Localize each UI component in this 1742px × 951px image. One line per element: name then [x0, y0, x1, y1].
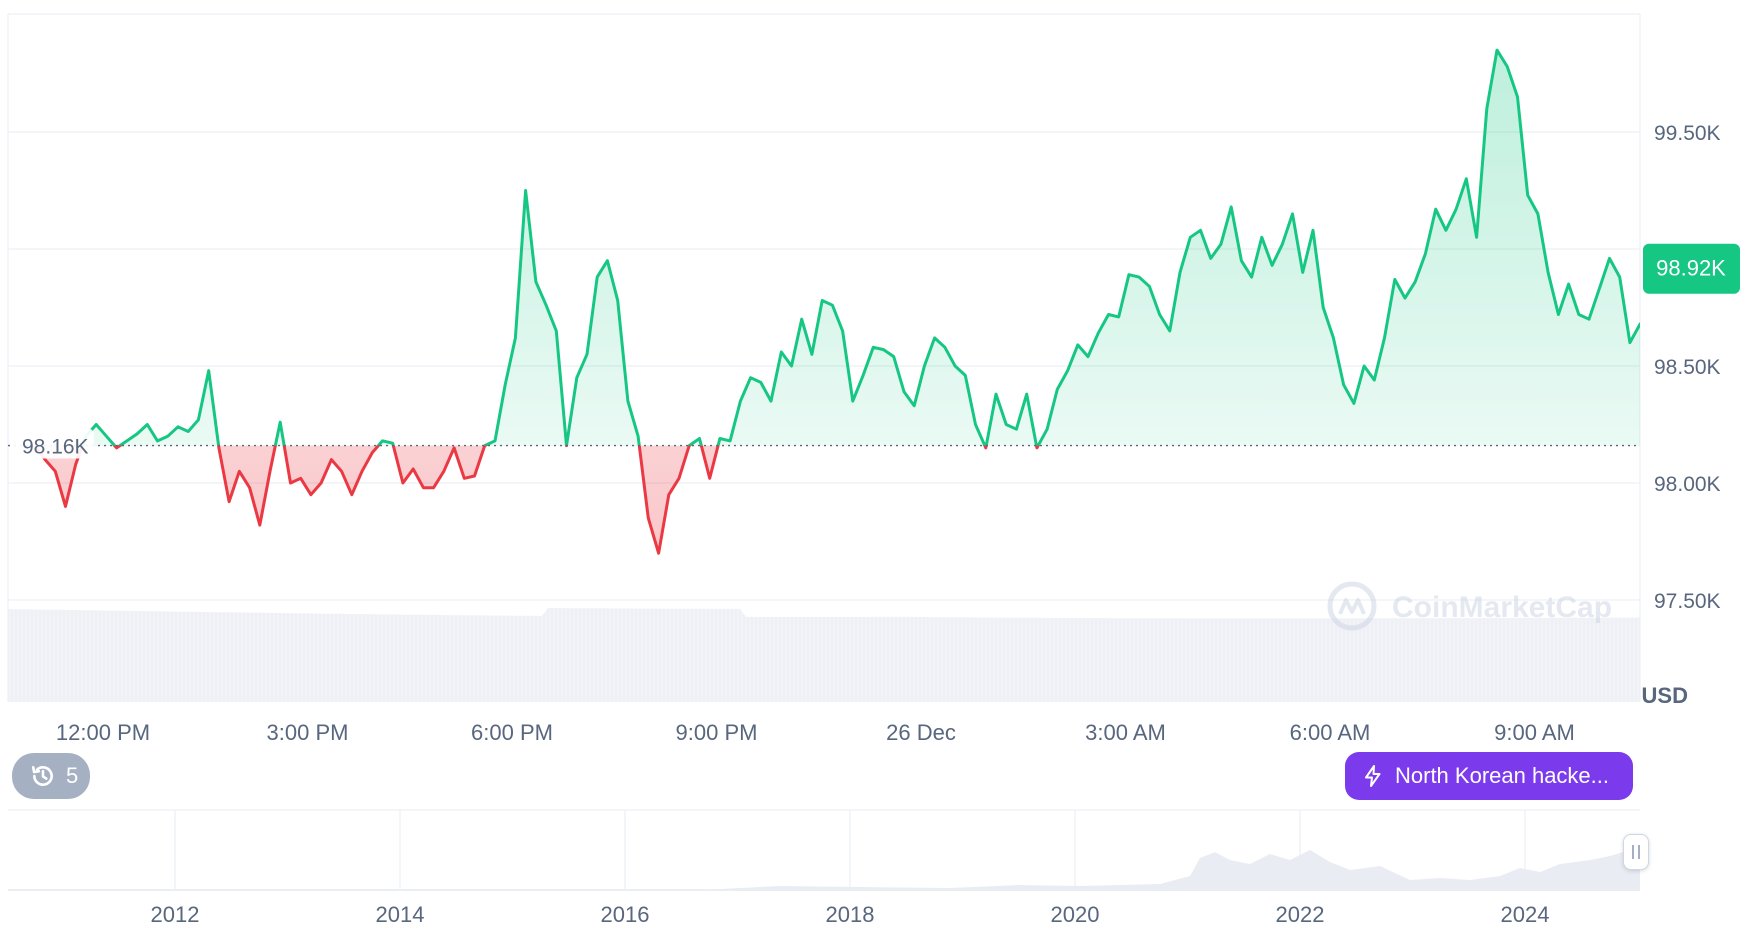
navigator-drag-handle[interactable]	[1623, 834, 1649, 870]
y-axis-labels: 99.50K 98.50K 98.00K 97.50K	[1654, 122, 1721, 613]
history-tick-label: 2024	[1501, 902, 1550, 927]
history-tick-label: 2020	[1051, 902, 1100, 927]
price-area-below	[34, 445, 1640, 554]
history-events-button[interactable]: 5	[12, 753, 90, 799]
x-tick-label: 12:00 PM	[56, 720, 150, 745]
history-event-count: 5	[66, 763, 79, 788]
history-tick-label: 2016	[601, 902, 650, 927]
history-tick-label: 2012	[151, 902, 200, 927]
current-price-tag: 98.92K	[1643, 243, 1740, 294]
price-line	[33, 48, 1640, 555]
price-area	[34, 50, 1640, 554]
y-tick-label: 97.50K	[1654, 590, 1721, 613]
coinmarketcap-logo-icon	[1327, 581, 1377, 631]
baseline-label: 98.16K	[12, 428, 94, 459]
history-tick-label: 2014	[376, 902, 425, 927]
x-tick-label: 3:00 PM	[267, 720, 349, 745]
x-tick-label: 3:00 AM	[1085, 720, 1166, 745]
history-axis-labels: 2012 2014 2016 2018 2020 2022 2024	[151, 902, 1550, 927]
x-tick-label: 6:00 AM	[1290, 720, 1371, 745]
volume-bars	[8, 600, 1640, 702]
y-tick-label: 99.50K	[1654, 122, 1721, 145]
history-clock-icon	[31, 766, 53, 786]
watermark-text: CoinMarketCap	[1392, 591, 1612, 624]
coinmarketcap-watermark: CoinMarketCap	[1327, 581, 1612, 631]
x-tick-label: 6:00 PM	[471, 720, 553, 745]
y-tick-label: 98.00K	[1654, 473, 1721, 496]
news-event-badge[interactable]: North Korean hacke...	[1345, 752, 1633, 800]
x-tick-label: 9:00 PM	[676, 720, 758, 745]
history-area	[8, 844, 1640, 890]
lightning-icon	[1365, 765, 1381, 787]
price-area-above	[82, 50, 1640, 446]
current-price-text: 98.92K	[1656, 256, 1726, 281]
y-tick-label: 98.50K	[1654, 356, 1721, 379]
history-tick-label: 2018	[826, 902, 875, 927]
currency-label: USD	[1642, 683, 1688, 708]
volume-area	[8, 608, 1640, 702]
history-navigator[interactable]	[8, 809, 1640, 891]
x-tick-label: 26 Dec	[886, 720, 956, 745]
x-tick-label: 9:00 AM	[1494, 720, 1575, 745]
news-event-text: North Korean hacke...	[1395, 763, 1610, 788]
baseline-value-text: 98.16K	[22, 436, 89, 459]
price-line-up	[34, 48, 1640, 446]
x-axis-labels: 12:00 PM 3:00 PM 6:00 PM 9:00 PM 26 Dec 3:00 …	[56, 720, 1575, 745]
history-tick-label: 2022	[1276, 902, 1325, 927]
price-line-down	[33, 445, 1040, 555]
